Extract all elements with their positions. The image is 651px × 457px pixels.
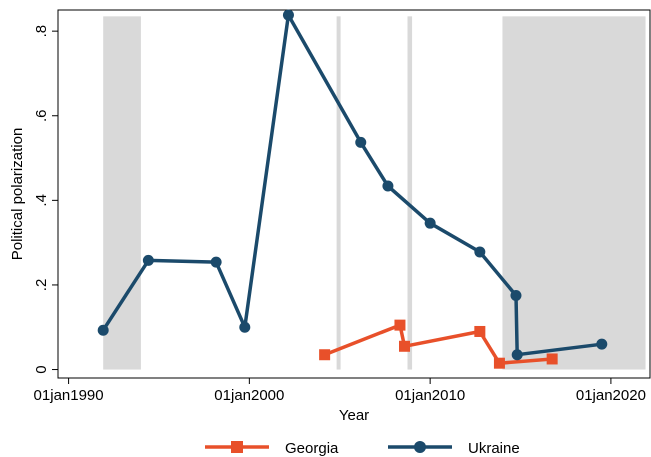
shaded-period-3 <box>407 16 413 370</box>
data-point-ukraine <box>424 217 436 229</box>
legend-item-georgia: Georgia <box>205 440 339 457</box>
data-point-ukraine <box>382 180 394 192</box>
shaded-periods <box>103 16 646 370</box>
data-point-georgia <box>399 340 411 352</box>
shaded-period-4 <box>502 16 646 370</box>
series-ukraine <box>97 9 608 361</box>
y-axis-label: Political polarization <box>9 128 26 261</box>
data-point-ukraine <box>511 349 523 361</box>
plot-frame <box>57 9 651 379</box>
x-axis: 01jan1990 01jan2000 01jan2010 01jan2020 <box>34 378 646 404</box>
y-tick-label: .4 <box>33 194 50 207</box>
legend-marker <box>414 441 426 453</box>
legend-label: Ukraine <box>468 440 520 457</box>
legend-item-ukraine: Ukraine <box>388 440 520 457</box>
y-tick-label: .6 <box>33 109 50 122</box>
x-axis-label: Year <box>339 407 369 424</box>
data-point-ukraine <box>142 254 154 266</box>
axes: 01jan1990 01jan2000 01jan2010 01jan2020 0 .2… <box>9 9 651 424</box>
data-point-ukraine <box>510 290 522 302</box>
x-tick-label: 01jan2000 <box>214 387 284 404</box>
legend-marker <box>231 441 243 453</box>
x-tick-label: 01jan1990 <box>34 387 104 404</box>
x-tick-label: 01jan2010 <box>395 387 465 404</box>
data-point-ukraine <box>239 321 251 333</box>
y-axis: 0 .2 .4 .6 .8 <box>33 25 58 374</box>
shaded-period-2 <box>336 16 341 370</box>
data-point-georgia <box>474 325 486 337</box>
data-point-georgia <box>394 319 406 331</box>
y-tick-label: .8 <box>33 25 50 38</box>
data-point-ukraine <box>596 338 608 350</box>
data-point-georgia <box>546 353 558 365</box>
x-tick-label: 01jan2020 <box>576 387 646 404</box>
series-line-georgia <box>323 323 553 365</box>
data-point-georgia <box>493 357 505 369</box>
shaded-period-1 <box>103 16 141 370</box>
legend-label: Georgia <box>285 440 339 457</box>
y-tick-label: .2 <box>33 279 50 292</box>
data-point-ukraine <box>282 9 294 21</box>
series-line-ukraine <box>101 13 603 357</box>
data-point-georgia <box>319 349 331 361</box>
series-georgia <box>319 319 558 369</box>
y-tick-label: 0 <box>33 365 50 373</box>
data-point-ukraine <box>97 324 109 336</box>
series <box>97 9 608 369</box>
legend: Georgia Ukraine <box>205 440 520 457</box>
data-point-ukraine <box>355 136 367 148</box>
data-point-ukraine <box>210 256 222 268</box>
data-point-ukraine <box>474 246 486 258</box>
